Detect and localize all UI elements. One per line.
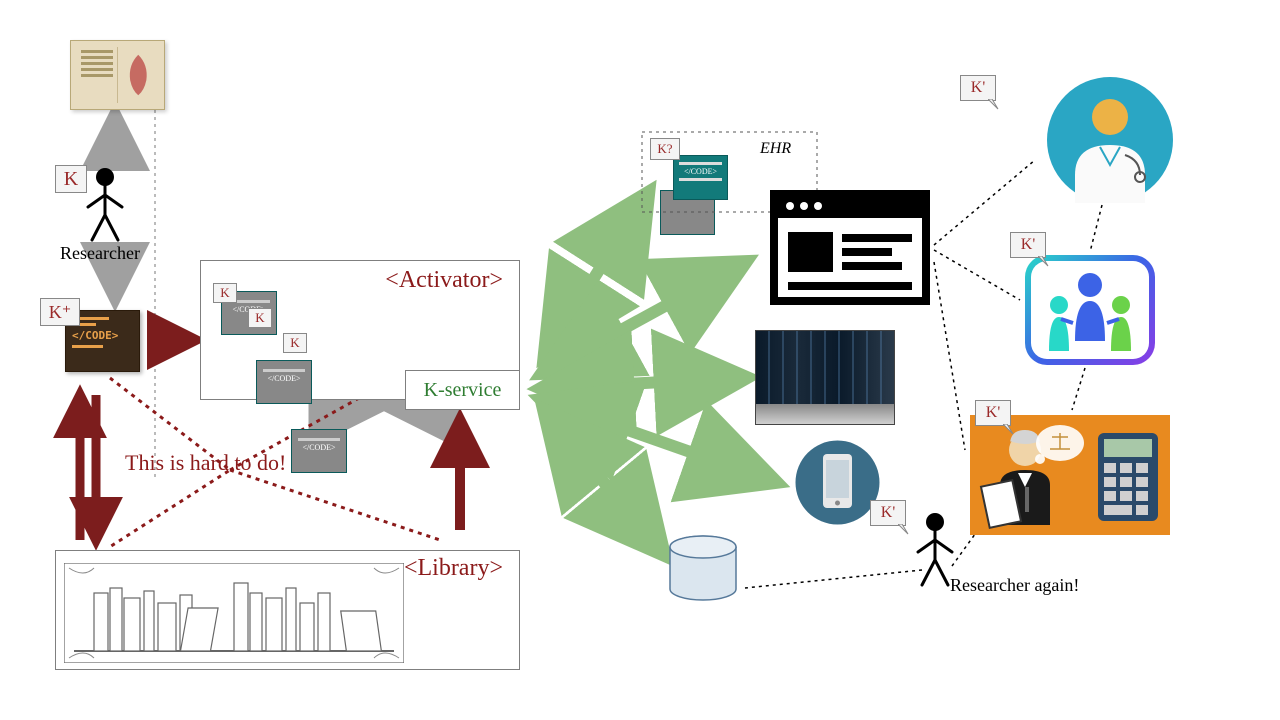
database-icon	[668, 535, 738, 603]
manuscript-icon	[70, 40, 165, 110]
library-box: <Library>	[55, 550, 520, 670]
k-small-3: K	[283, 333, 307, 353]
browser-icon	[770, 190, 930, 305]
kservice-box: K-service	[405, 370, 520, 410]
k-small-1: K	[213, 283, 237, 303]
researcher-again-label: Researcher again!	[950, 575, 1079, 596]
k-small-2: K	[248, 308, 272, 328]
ehr-code-icon: </CODE>	[673, 155, 728, 200]
doctor-icon	[1045, 75, 1175, 205]
phone-icon	[795, 440, 880, 525]
kprime-box-family: K'	[1010, 232, 1046, 258]
bookshelf-icon	[64, 563, 404, 663]
k-box-researcher: K	[55, 165, 87, 193]
kplus-box: K⁺	[40, 298, 80, 326]
ehr-label: EHR	[760, 140, 791, 158]
kprime-box-accountant: K'	[975, 400, 1011, 426]
family-icon	[1025, 255, 1155, 365]
datacenter-icon	[755, 330, 895, 425]
accountant-icon	[970, 415, 1170, 535]
researcher-label: Researcher	[60, 243, 140, 264]
researcher-icon	[80, 165, 130, 245]
library-label: <Library>	[404, 555, 503, 582]
kprime-box-researcher2: K'	[870, 500, 906, 526]
hard-text: This is hard to do!	[125, 450, 286, 476]
kprime-box-doctor: K'	[960, 75, 996, 101]
kservice-label: K-service	[424, 379, 502, 401]
activator-label: <Activator>	[385, 267, 503, 294]
green-arrows	[548, 198, 770, 550]
kq-box: K?	[650, 138, 680, 160]
